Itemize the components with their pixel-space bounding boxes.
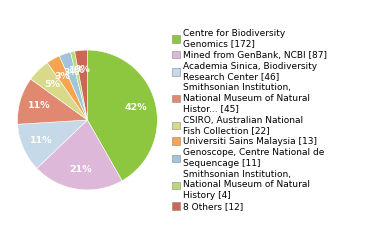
Legend: Centre for Biodiversity
Genomics [172], Mined from GenBank, NCBI [87], Academia : Centre for Biodiversity Genomics [172], … <box>172 29 328 211</box>
Text: 3%: 3% <box>63 68 79 77</box>
Text: 11%: 11% <box>30 136 52 145</box>
Wedge shape <box>17 79 87 124</box>
Wedge shape <box>17 120 87 168</box>
Text: 42%: 42% <box>125 102 147 112</box>
Text: 11%: 11% <box>28 102 51 110</box>
Wedge shape <box>75 50 87 120</box>
Text: 5%: 5% <box>44 80 60 89</box>
Wedge shape <box>87 50 157 181</box>
Text: 1%: 1% <box>69 66 85 75</box>
Wedge shape <box>37 120 122 190</box>
Wedge shape <box>71 51 87 120</box>
Wedge shape <box>59 52 87 120</box>
Text: 3%: 3% <box>75 65 91 74</box>
Wedge shape <box>31 63 87 120</box>
Text: 3%: 3% <box>55 72 71 81</box>
Text: 21%: 21% <box>69 165 92 174</box>
Wedge shape <box>48 56 87 120</box>
